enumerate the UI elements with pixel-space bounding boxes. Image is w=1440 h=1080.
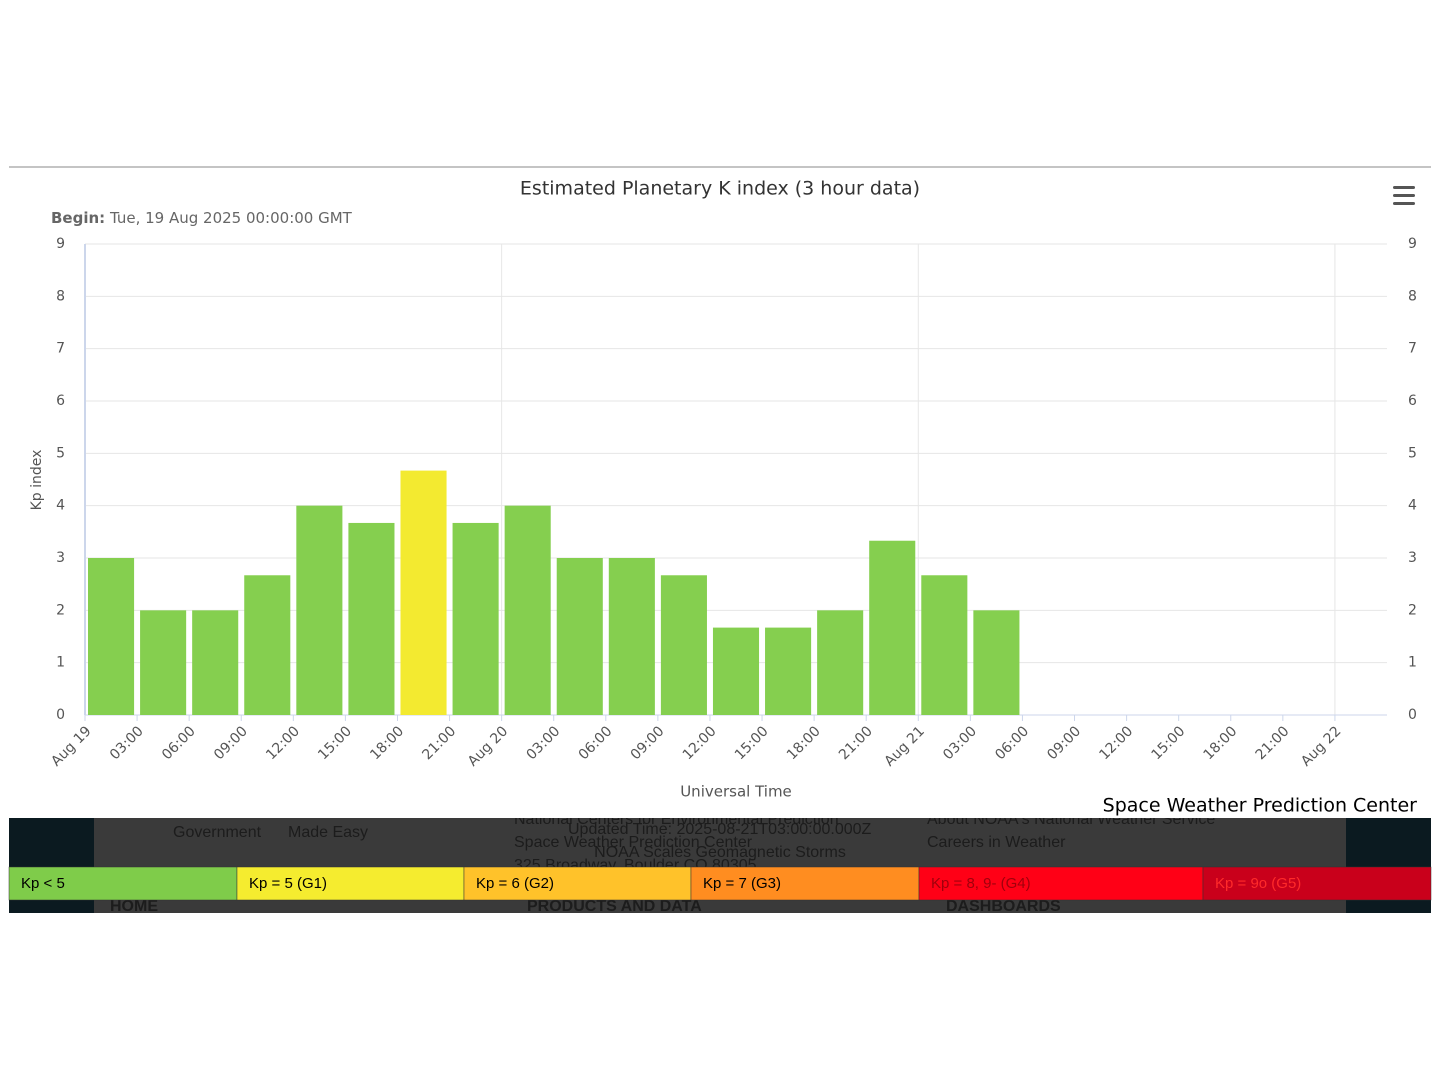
chart-title: Estimated Planetary K index (3 hour data… (520, 178, 920, 200)
chart-area (9, 168, 1431, 818)
y2-tick-label: 5 (1408, 445, 1417, 461)
nav-item[interactable]: DASHBOARDS (946, 898, 1061, 915)
bar (765, 627, 812, 715)
menu-line (1393, 186, 1415, 189)
legend-label: Kp < 5 (21, 875, 65, 892)
subtitle-label: Begin: (51, 209, 105, 227)
y-axis-label: Kp index (29, 450, 45, 511)
bar (504, 505, 551, 715)
legend: Kp < 5 Kp = 5 (G1) Kp = 6 (G2) Kp = 7 (G3) K… (8, 866, 1432, 901)
y-tick-label: 2 (56, 602, 65, 618)
bar (608, 558, 655, 715)
bar (452, 522, 499, 715)
y2-tick-label: 9 (1408, 236, 1417, 252)
bar (817, 610, 864, 715)
legend-swatch (236, 866, 465, 901)
y2-tick-label: 7 (1408, 341, 1417, 357)
credit: Space Weather Prediction Center (1103, 795, 1418, 817)
legend-label: Kp = 7 (G3) (703, 875, 781, 892)
updated-time: Updated Time: 2025-08-21T03:00:00.000Z (568, 821, 872, 838)
legend-label: Kp = 8, 9- (G4) (931, 875, 1031, 892)
bar (921, 575, 968, 715)
y2-tick-label: 3 (1408, 550, 1417, 566)
y-tick-label: 7 (56, 341, 65, 357)
y-tick-label: 6 (56, 393, 65, 409)
menu-line (1393, 202, 1415, 205)
y2-tick-label: 6 (1408, 393, 1417, 409)
bar (88, 558, 135, 715)
y-tick-label: 9 (56, 236, 65, 252)
footer-link[interactable]: Careers in Weather (927, 834, 1066, 851)
nav-item[interactable]: HOME (110, 898, 158, 915)
bar (296, 505, 343, 715)
y2-tick-label: 2 (1408, 602, 1417, 618)
y2-tick-label: 1 (1408, 655, 1417, 671)
menu-line (1393, 194, 1415, 197)
chart-subtitle: Begin: Tue, 19 Aug 2025 00:00:00 GMT (51, 209, 353, 227)
legend-swatch (1202, 866, 1432, 901)
nav-item[interactable]: PRODUCTS AND DATA (527, 898, 702, 915)
subtitle-text: Tue, 19 Aug 2025 00:00:00 GMT (109, 209, 353, 227)
legend-swatch (8, 866, 238, 901)
y-tick-label: 8 (56, 288, 65, 304)
usa-tagline: Government (173, 824, 262, 841)
y2-tick-label: 4 (1408, 498, 1417, 514)
y-tick-label: 5 (56, 445, 65, 461)
legend-label: Kp = 9o (G5) (1215, 875, 1301, 892)
bar (400, 470, 447, 715)
bar (192, 610, 239, 715)
bar (556, 558, 603, 715)
bar (973, 610, 1020, 715)
y-tick-label: 1 (56, 655, 65, 671)
bar (244, 575, 291, 715)
bar (869, 540, 916, 715)
y-tick-label: 0 (56, 707, 65, 723)
y2-tick-label: 0 (1408, 707, 1417, 723)
bar (140, 610, 187, 715)
y-tick-label: 3 (56, 550, 65, 566)
x-axis-label: Universal Time (680, 783, 792, 801)
org-line: Space Weather Prediction Center (514, 834, 753, 851)
legend-swatch (690, 866, 920, 901)
bar (660, 575, 707, 715)
legend-label: Kp = 5 (G1) (249, 875, 327, 892)
scales-link[interactable]: NOAA Scales Geomagnetic Storms (594, 844, 846, 861)
y-tick-label: 4 (56, 498, 65, 514)
menu-button[interactable] (1393, 186, 1415, 205)
bar (348, 522, 395, 715)
usa-tagline: Made Easy (288, 824, 368, 841)
legend-label: Kp = 6 (G2) (476, 875, 554, 892)
y2-tick-label: 8 (1408, 288, 1417, 304)
bar (712, 627, 760, 715)
